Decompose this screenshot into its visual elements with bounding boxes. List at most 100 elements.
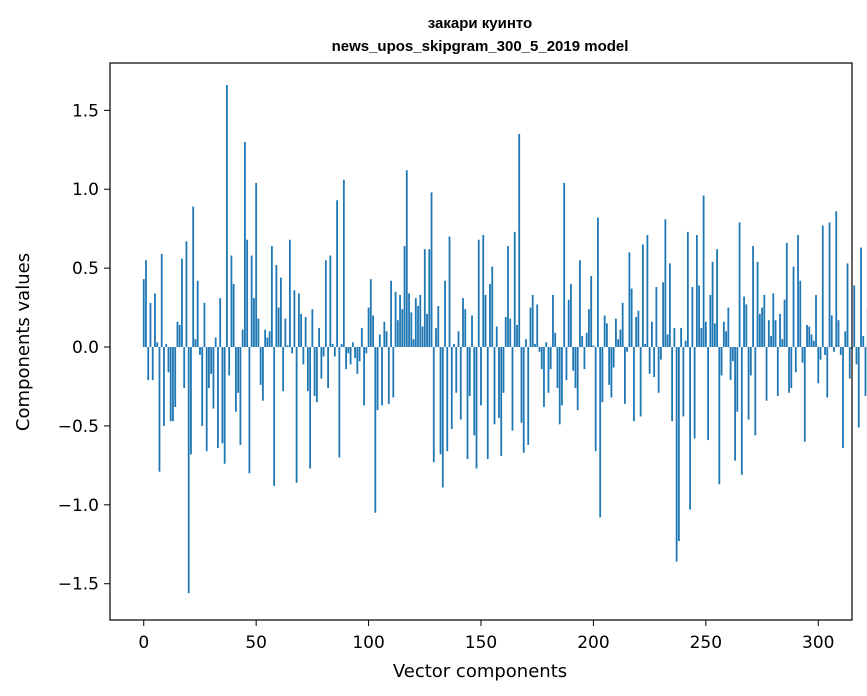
- bar: [228, 347, 231, 376]
- bar: [160, 253, 163, 348]
- bar: [210, 347, 213, 374]
- bar: [673, 328, 676, 348]
- bar: [176, 321, 179, 348]
- bar: [482, 234, 485, 348]
- bar: [603, 315, 606, 348]
- bar: [158, 347, 161, 472]
- bar: [689, 347, 692, 510]
- bar: [606, 323, 608, 348]
- bar: [740, 347, 743, 475]
- bar: [318, 328, 321, 348]
- bar: [727, 307, 730, 348]
- bar: [628, 252, 631, 348]
- bar: [590, 276, 593, 348]
- bar: [565, 347, 568, 381]
- bar: [799, 280, 802, 348]
- bar: [192, 206, 195, 348]
- bar: [351, 342, 354, 348]
- bar: [749, 347, 752, 376]
- y-axis-label: Components values: [13, 253, 34, 431]
- bar: [776, 347, 779, 396]
- bar: [428, 249, 431, 348]
- bar: [522, 347, 525, 453]
- bar: [806, 324, 808, 348]
- bar: [356, 347, 359, 374]
- bar: [311, 309, 314, 348]
- bar: [493, 347, 496, 425]
- bar: [408, 293, 410, 348]
- bar: [145, 260, 147, 348]
- bar: [597, 217, 599, 348]
- bar: [610, 347, 613, 398]
- bar: [734, 347, 736, 461]
- bar: [360, 328, 363, 348]
- bar: [617, 339, 620, 348]
- bar: [761, 307, 763, 348]
- bar: [264, 329, 267, 348]
- bar: [489, 283, 491, 348]
- bar: [857, 347, 860, 428]
- bar: [788, 347, 790, 393]
- bar: [767, 320, 770, 348]
- bar: [196, 280, 199, 348]
- bar: [668, 263, 671, 348]
- bar: [331, 343, 334, 348]
- bar: [540, 347, 543, 370]
- bar: [217, 347, 219, 449]
- bar: [819, 347, 822, 360]
- bar: [794, 347, 797, 373]
- bar: [770, 335, 772, 348]
- bar: [275, 264, 278, 348]
- bar: [637, 310, 640, 348]
- bar: [419, 294, 422, 348]
- bar: [462, 298, 464, 348]
- bar: [435, 328, 437, 348]
- bar: [657, 347, 660, 393]
- bar: [414, 298, 417, 348]
- bar: [163, 347, 165, 426]
- bar: [664, 219, 667, 348]
- bar: [423, 249, 426, 348]
- bar: [572, 347, 575, 371]
- bar: [702, 195, 705, 348]
- bar: [295, 347, 298, 483]
- bar: [194, 339, 197, 348]
- bar: [480, 347, 482, 406]
- bar: [785, 242, 788, 348]
- bar: [363, 347, 365, 406]
- bar: [516, 324, 518, 348]
- bar: [214, 337, 217, 348]
- bar: [677, 347, 680, 542]
- bar: [385, 331, 388, 348]
- bar: [223, 347, 226, 464]
- bar: [495, 326, 498, 348]
- y-tick-label: 1.5: [72, 101, 99, 121]
- bar: [612, 347, 615, 368]
- bar: [232, 283, 235, 348]
- bar: [833, 347, 835, 352]
- bar: [300, 313, 303, 348]
- bar: [659, 347, 662, 360]
- bar: [190, 347, 192, 455]
- bar: [471, 315, 473, 348]
- bar: [178, 324, 181, 348]
- bar: [797, 234, 799, 348]
- bar: [758, 313, 761, 348]
- bar: [691, 287, 694, 348]
- bar: [864, 347, 867, 396]
- bar: [837, 320, 840, 348]
- bar: [743, 296, 745, 348]
- x-tick-label: 300: [802, 633, 834, 653]
- bar: [441, 347, 444, 488]
- bar: [268, 331, 271, 348]
- bar: [383, 321, 386, 348]
- x-axis-label: Vector components: [393, 661, 567, 682]
- bar: [432, 347, 435, 463]
- bar: [588, 309, 590, 348]
- bar: [183, 347, 186, 389]
- bar: [779, 313, 781, 348]
- bar: [583, 347, 586, 370]
- bar: [468, 347, 471, 396]
- y-tick-label: −1.0: [58, 496, 99, 516]
- bar: [525, 339, 527, 348]
